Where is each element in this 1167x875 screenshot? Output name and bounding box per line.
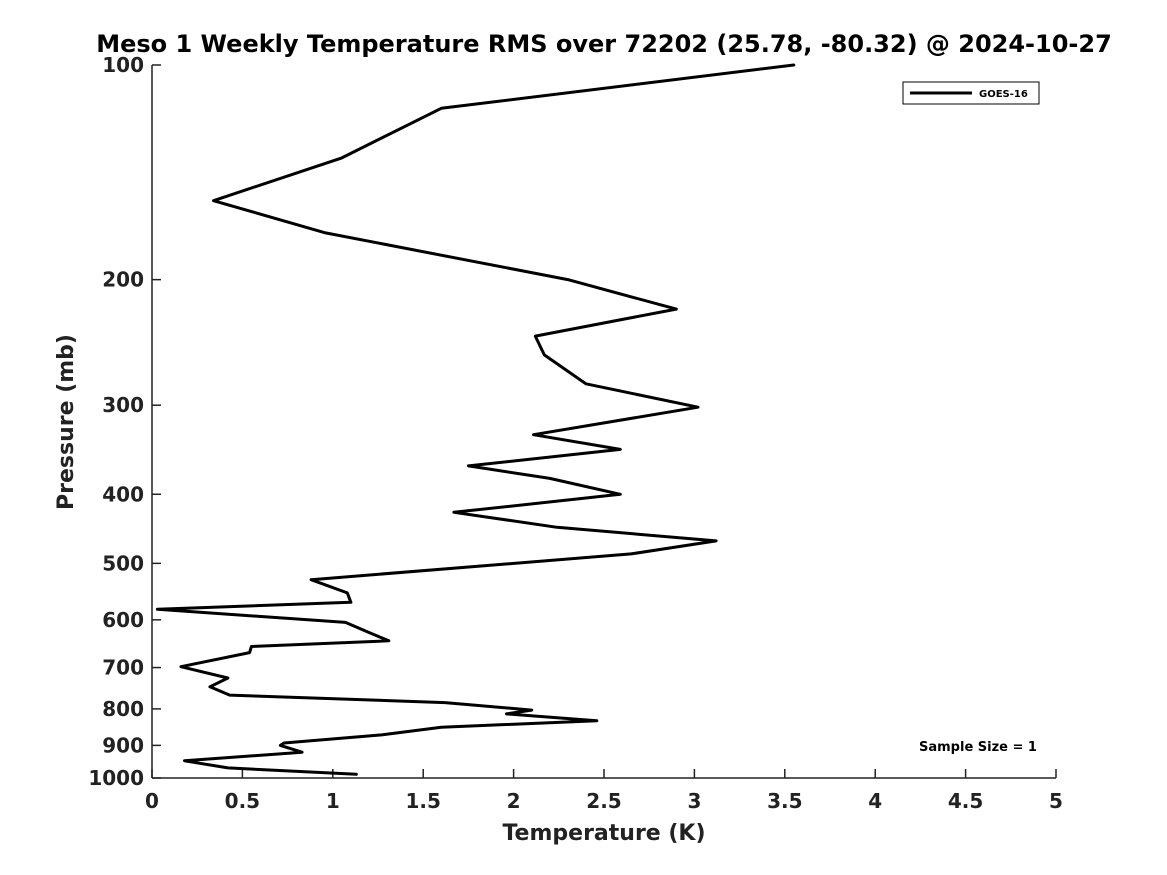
y-tick-label: 600 — [102, 608, 144, 632]
series-line-goes-16 — [155, 63, 796, 776]
y-tick-label: 800 — [102, 697, 144, 721]
y-tick-label: 200 — [102, 268, 144, 292]
y-tick-label: 500 — [102, 551, 144, 575]
x-tick-label: 3.5 — [767, 789, 802, 813]
chart-title: Meso 1 Weekly Temperature RMS over 72202… — [96, 30, 1112, 58]
x-tick-label: 4 — [868, 789, 882, 813]
x-tick-label: 5 — [1049, 789, 1063, 813]
x-tick-label: 1 — [326, 789, 340, 813]
y-tick-label: 100 — [102, 53, 144, 77]
x-tick-label: 2.5 — [586, 789, 621, 813]
y-tick-label: 700 — [102, 656, 144, 680]
y-tick-label: 900 — [102, 733, 144, 757]
sample-size-note: Sample Size = 1 — [919, 740, 1037, 755]
legend: GOES-16 — [902, 81, 1040, 105]
y-tick-label: 400 — [102, 482, 144, 506]
y-tick-label: 300 — [102, 393, 144, 417]
legend-label: GOES-16 — [979, 89, 1028, 100]
plot-area: 0 0.5 1 1.5 2 2.5 3 3.5 4 4.5 5 100 200 300 400 500 600 7… — [88, 53, 1063, 813]
y-axis-label: Pressure (mb) — [54, 334, 79, 510]
x-tick-label: 4.5 — [948, 789, 983, 813]
x-tick-label: 0 — [145, 789, 159, 813]
y-tick-label: 1000 — [88, 766, 144, 790]
x-tick-label: 1.5 — [405, 789, 440, 813]
x-tick-label: 3 — [687, 789, 701, 813]
x-tick-label: 2 — [507, 789, 521, 813]
x-axis-label: Temperature (K) — [502, 821, 705, 846]
x-tick-label: 0.5 — [225, 789, 260, 813]
